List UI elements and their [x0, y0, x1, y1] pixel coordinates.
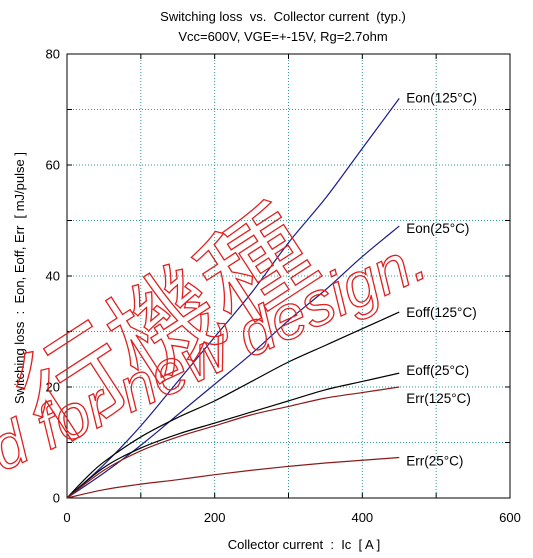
- chart-subtitle: Vcc=600V, VGE=+-15V, Rg=2.7ohm: [178, 29, 387, 44]
- y-axis-label: Switching loss : Eon, Eoff, Err [ mJ/pul…: [12, 152, 27, 404]
- series-label-eon-25-c: Eon(25°C): [406, 221, 469, 236]
- series-line-eon-125-c: [66, 98, 400, 499]
- y-tick-label: 0: [53, 491, 60, 506]
- x-tick-label: 400: [351, 510, 373, 525]
- x-axis-label: Collector current : Ic [ A ]: [228, 537, 380, 552]
- series-line-err-125-c: [66, 386, 400, 499]
- series-label-eon-125-c: Eon(125°C): [406, 90, 477, 105]
- series-line-eoff-25-c: [66, 372, 400, 499]
- series-label-err-125-c: Err(125°C): [406, 391, 471, 406]
- series-label-eoff-125-c: Eoff(125°C): [406, 305, 476, 320]
- series-line-err-25-c: [66, 456, 400, 499]
- y-tick-label: 20: [46, 380, 60, 395]
- grid: [67, 54, 510, 498]
- watermark: 行機種 d for new design.: [0, 185, 437, 486]
- x-tick-labels: 0 200 400 600: [63, 510, 520, 525]
- series-label-eoff-25-c: Eoff(25°C): [406, 363, 469, 378]
- x-tick-label: 0: [63, 510, 70, 525]
- chart-title: Switching loss vs. Collector current (ty…: [160, 9, 406, 24]
- y-tick-label: 60: [46, 158, 60, 173]
- x-tick-label: 600: [499, 510, 521, 525]
- y-tick-label: 40: [46, 269, 60, 284]
- y-tick-labels: 0 20 40 60 80: [46, 47, 60, 506]
- plot-frame: [66, 53, 511, 499]
- series-label-err-25-c: Err(25°C): [406, 453, 463, 468]
- series-lines: [66, 98, 400, 499]
- x-tick-label: 200: [204, 510, 226, 525]
- series-line-eoff-125-c: [66, 311, 400, 499]
- series-labels: Eon(125°C) Eon(25°C) Eoff(125°C) Eoff(25°C)…: [406, 90, 477, 468]
- y-tick-label: 80: [46, 47, 60, 62]
- tick-marks: [66, 53, 511, 499]
